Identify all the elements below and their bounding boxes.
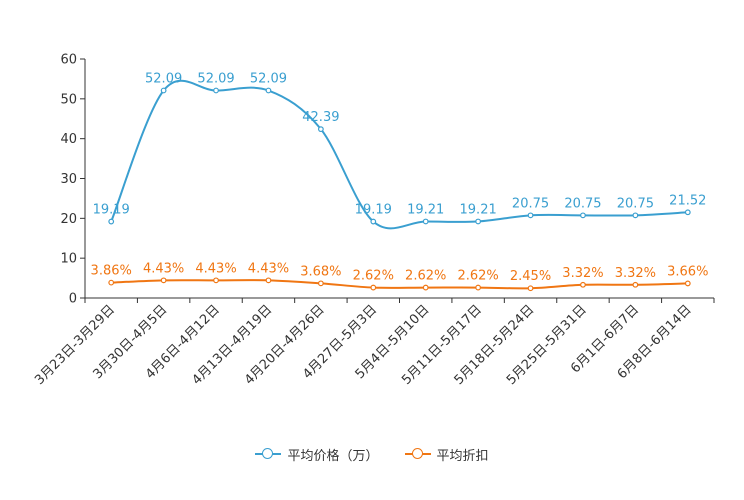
price-data-label: 20.75 (512, 196, 549, 211)
discount-point[interactable] (108, 279, 115, 286)
price-data-label: 20.75 (617, 196, 654, 211)
discount-data-label: 4.43% (195, 261, 236, 276)
price-data-label: 52.09 (250, 72, 287, 87)
discount-data-label: 2.62% (405, 269, 446, 284)
legend: 平均价格（万） 平均折扣 (0, 443, 744, 465)
legend-discount-marker-icon (404, 448, 431, 460)
discount-point[interactable] (527, 285, 534, 292)
discount-point[interactable] (422, 284, 429, 291)
discount-point[interactable] (475, 284, 482, 291)
price-point[interactable] (684, 209, 691, 216)
legend-price-label: 平均价格（万） (287, 448, 379, 464)
price-data-label: 19.19 (93, 203, 130, 218)
discount-point[interactable] (265, 277, 272, 284)
discount-data-label: 3.32% (562, 266, 603, 281)
discount-data-label: 3.32% (615, 266, 656, 281)
y-tick-label: 50 (60, 92, 77, 107)
discount-point[interactable] (160, 277, 167, 284)
legend-item-price[interactable]: 平均价格（万） (255, 445, 379, 464)
price-point[interactable] (108, 218, 115, 225)
price-data-label: 42.39 (302, 110, 339, 125)
price-data-label: 19.19 (355, 203, 392, 218)
discount-data-label: 3.66% (667, 264, 708, 279)
y-tick-label: 10 (60, 252, 77, 267)
price-data-label: 19.21 (407, 202, 444, 217)
price-point[interactable] (370, 218, 377, 225)
price-point[interactable] (213, 87, 219, 94)
legend-item-discount[interactable]: 平均折扣 (404, 445, 489, 464)
discount-point[interactable] (684, 280, 691, 287)
discount-data-label: 3.68% (300, 264, 341, 279)
price-point[interactable] (422, 218, 429, 225)
y-tick-label: 40 (60, 132, 77, 147)
y-tick-label: 0 (69, 292, 77, 307)
discount-data-label: 4.43% (248, 261, 289, 276)
discount-data-label: 2.62% (353, 269, 394, 284)
price-point[interactable] (527, 212, 534, 219)
y-tick-label: 60 (60, 53, 77, 68)
discount-series-line (111, 279, 688, 290)
discount-data-label: 2.62% (457, 269, 498, 284)
price-point[interactable] (317, 126, 324, 133)
price-data-label: 19.21 (460, 202, 497, 217)
price-point[interactable] (475, 218, 482, 225)
y-tick-label: 30 (60, 172, 77, 187)
discount-point[interactable] (370, 284, 377, 291)
y-tick-label: 20 (60, 212, 77, 227)
price-data-label: 52.09 (197, 72, 234, 87)
price-point[interactable] (580, 212, 586, 219)
discount-point[interactable] (580, 281, 586, 288)
price-point[interactable] (160, 87, 167, 94)
price-data-label: 52.09 (145, 72, 182, 87)
price-point[interactable] (265, 87, 272, 94)
legend-price-marker-icon (255, 448, 282, 460)
price-data-label: 20.75 (564, 196, 601, 211)
discount-point[interactable] (632, 281, 639, 288)
legend-discount-label: 平均折扣 (436, 448, 489, 464)
price-data-label: 21.52 (669, 193, 706, 208)
discount-data-label: 3.86% (91, 264, 132, 279)
discount-point[interactable] (317, 280, 324, 287)
discount-point[interactable] (213, 277, 219, 284)
discount-data-label: 4.43% (143, 261, 184, 276)
discount-data-label: 2.45% (510, 269, 551, 284)
price-point[interactable] (632, 212, 639, 219)
